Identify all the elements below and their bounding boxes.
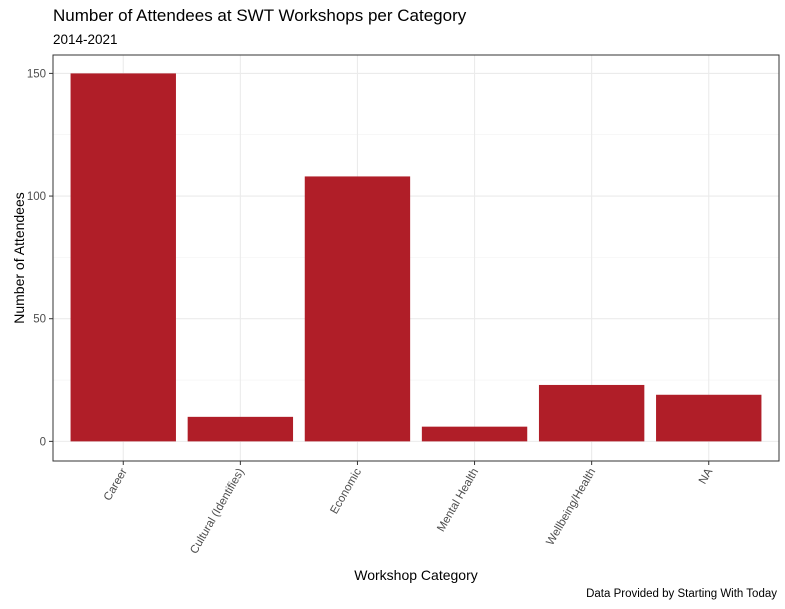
x-tick-label: NA [697, 466, 716, 486]
y-tick-label: 50 [33, 314, 46, 326]
chart-subtitle: 2014-2021 [53, 32, 118, 47]
x-axis-title: Workshop Category [354, 567, 477, 583]
chart-caption: Data Provided by Starting With Today [586, 588, 777, 600]
x-tick-label: Mental Health [435, 467, 481, 534]
bar-career [70, 73, 176, 442]
y-tick-label: 100 [27, 191, 46, 203]
x-tick-label: Career [102, 466, 130, 503]
y-tick-label: 0 [40, 436, 46, 448]
y-axis-title: Number of Attendees [11, 192, 27, 324]
chart-title: Number of Attendees at SWT Workshops per… [53, 6, 467, 25]
x-tick-label: Cultural (Identifies) [188, 466, 247, 556]
bar-wellbeing-health [538, 384, 645, 442]
bar-mental-health [421, 426, 528, 442]
x-tick-label: Economic [328, 466, 364, 516]
x-tick-label: Wellbeing/Health [544, 467, 598, 548]
bars [70, 73, 762, 442]
bar-economic [304, 176, 411, 442]
y-tick-label: 150 [27, 68, 46, 80]
plot-panel-border [52, 54, 780, 462]
bar-cultural-identifies [187, 416, 294, 442]
bar-na [656, 394, 762, 442]
x-axis: Career Cultural (Identifies) Economic Menta… [102, 461, 716, 556]
y-axis: 0 50 100 150 [27, 68, 53, 448]
